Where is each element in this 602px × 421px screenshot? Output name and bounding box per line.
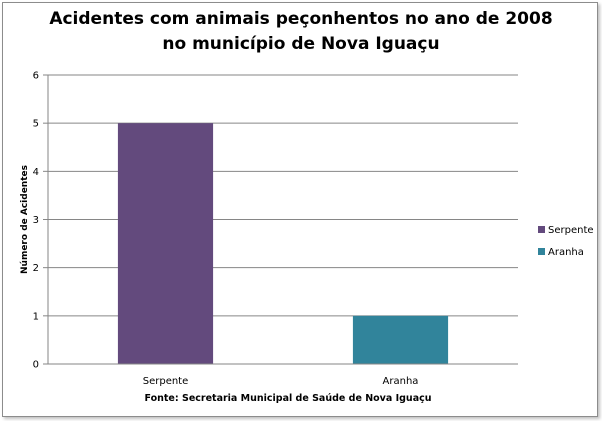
- x-tick-label-aranha: Aranha: [383, 376, 419, 387]
- source-note: Fonte: Secretaria Municipal de Saúde de …: [145, 393, 432, 404]
- chart-frame: Acidentes com animais peçonhentos no ano…: [2, 2, 598, 417]
- bar-chart: 0 1 2 3 4 5 6 Serpente Aranha Número de Acidentes…: [20, 71, 594, 405]
- y-tick-label-3: 3: [33, 215, 39, 226]
- y-axis-title: Número de Acidentes: [20, 165, 30, 274]
- legend-swatch-aranha: [538, 248, 545, 255]
- chart-title-line-2: no município de Nova Iguaçu: [162, 34, 440, 54]
- y-tick-label-0: 0: [33, 360, 39, 371]
- legend-label-serpente: Serpente: [548, 225, 594, 236]
- legend-swatch-serpente: [538, 226, 545, 233]
- chart-title-line-1: Acidentes com animais peçonhentos no ano…: [49, 9, 553, 29]
- x-tick-label-serpente: Serpente: [143, 376, 189, 387]
- legend-label-aranha: Aranha: [548, 247, 584, 258]
- y-tick-label-1: 1: [33, 311, 39, 322]
- y-tick-label-2: 2: [33, 263, 39, 274]
- y-tick-label-6: 6: [33, 71, 39, 82]
- bar-serpente: [117, 123, 214, 365]
- bar-aranha: [352, 315, 449, 364]
- y-tick-label-5: 5: [33, 119, 39, 130]
- y-tick-label-4: 4: [33, 167, 39, 178]
